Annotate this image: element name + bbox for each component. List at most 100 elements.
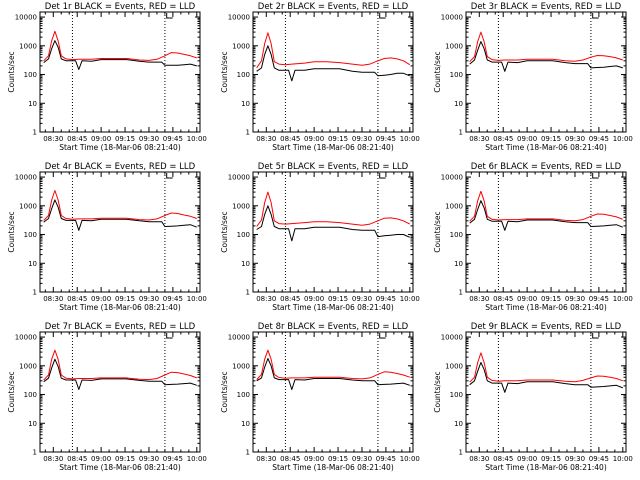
x-tick-label: 08:30 <box>469 455 489 463</box>
y-tick-label: 1 <box>459 449 463 457</box>
y-tick-label: 1000 <box>19 202 37 210</box>
y-axis-label: Counts/sec <box>433 51 442 92</box>
x-tick-label: 09:45 <box>163 455 183 463</box>
y-tick-label: 1 <box>246 449 250 457</box>
y-tick-label: 10 <box>454 420 463 428</box>
y-tick-label: 1000 <box>445 362 463 370</box>
y-tick-label: 10 <box>28 260 37 268</box>
x-tick-label: 09:15 <box>115 295 135 303</box>
x-tick-label: 08:30 <box>256 455 276 463</box>
y-tick-label: 100 <box>24 231 37 239</box>
y-tick-label: 1000 <box>232 362 250 370</box>
y-tick-label: 10000 <box>228 14 250 22</box>
x-tick-label: 09:00 <box>517 135 537 143</box>
plot-frame <box>252 171 414 293</box>
lld-series-line <box>43 190 197 221</box>
y-tick-label: 1 <box>33 129 37 137</box>
plot-frame <box>465 171 627 293</box>
x-tick-label: 09:30 <box>352 455 372 463</box>
x-tick-label: 09:30 <box>565 135 585 143</box>
y-tick-label: 1 <box>459 289 463 297</box>
x-tick-label: 08:45 <box>67 295 87 303</box>
x-axis-label: Start Time (18-Mar-06 08:21:40) <box>59 463 181 472</box>
panel-5: Det 5r BLACK = Events, RED = LLD 1 10 100 10… <box>220 162 420 312</box>
y-tick-label: 10000 <box>441 14 463 22</box>
x-tick-label: 09:45 <box>163 295 183 303</box>
panel-title: Det 6r BLACK = Events, RED = LLD <box>471 162 622 172</box>
x-tick-label: 09:30 <box>352 135 372 143</box>
x-tick-label: 09:45 <box>376 295 396 303</box>
y-axis-label: Counts/sec <box>433 371 442 412</box>
x-tick-label: 08:45 <box>493 295 513 303</box>
lld-series-line <box>469 31 623 63</box>
panel-title: Det 1r BLACK = Events, RED = LLD <box>45 2 196 12</box>
panel-title: Det 7r BLACK = Events, RED = LLD <box>45 322 196 332</box>
lld-series-line <box>256 349 410 380</box>
x-axis-label: Start Time (18-Mar-06 08:21:40) <box>485 143 607 152</box>
y-tick-label: 10000 <box>228 174 250 182</box>
y-tick-label: 100 <box>24 391 37 399</box>
x-tick-label: 09:30 <box>139 455 159 463</box>
x-tick-label: 08:30 <box>256 295 276 303</box>
x-tick-label: 09:15 <box>115 455 135 463</box>
x-tick-label: 08:30 <box>43 135 63 143</box>
x-tick-label: 09:30 <box>565 295 585 303</box>
x-tick-label: 09:15 <box>328 135 348 143</box>
plot-frame <box>39 331 201 453</box>
x-tick-label: 09:15 <box>541 295 561 303</box>
y-axis-label: Counts/sec <box>7 371 16 412</box>
lld-series-line <box>43 349 197 381</box>
y-tick-label: 10000 <box>15 14 37 22</box>
x-tick-label: 09:45 <box>589 135 609 143</box>
y-tick-label: 100 <box>450 71 463 79</box>
y-axis-label: Counts/sec <box>220 51 229 92</box>
y-tick-label: 10 <box>454 260 463 268</box>
y-tick-label: 100 <box>237 391 250 399</box>
panel-1: Det 1r BLACK = Events, RED = LLD 1 10 100 10… <box>7 2 207 152</box>
plot-frame <box>252 11 414 133</box>
x-tick-label: 10:00 <box>613 295 633 303</box>
x-tick-label: 08:45 <box>280 455 300 463</box>
x-tick-label: 09:30 <box>352 295 372 303</box>
events-series-line <box>43 358 197 390</box>
x-tick-label: 08:30 <box>43 455 63 463</box>
x-tick-label: 09:15 <box>328 455 348 463</box>
events-series-line <box>43 199 197 231</box>
plot-frame <box>252 331 414 453</box>
panel-title: Det 4r BLACK = Events, RED = LLD <box>45 162 196 172</box>
bracket-marker-icon <box>592 13 599 19</box>
x-axis-label: Start Time (18-Mar-06 08:21:40) <box>485 463 607 472</box>
y-tick-label: 1000 <box>232 202 250 210</box>
x-tick-label: 08:45 <box>280 135 300 143</box>
x-tick-label: 09:45 <box>163 135 183 143</box>
x-tick-label: 09:00 <box>304 455 324 463</box>
bracket-marker-icon <box>166 13 173 19</box>
x-tick-label: 09:30 <box>139 135 159 143</box>
panel-9: Det 9r BLACK = Events, RED = LLD 1 10 100 10… <box>433 322 633 472</box>
x-tick-label: 08:45 <box>67 135 87 143</box>
x-axis-label: Start Time (18-Mar-06 08:21:40) <box>59 143 181 152</box>
panel-8: Det 8r BLACK = Events, RED = LLD 1 10 100 10… <box>220 322 420 472</box>
lld-series-line <box>469 190 623 222</box>
bracket-marker-icon <box>592 333 599 339</box>
bracket-marker-icon <box>166 333 173 339</box>
y-tick-label: 10 <box>454 100 463 108</box>
bracket-marker-icon <box>166 173 173 179</box>
panel-title: Det 5r BLACK = Events, RED = LLD <box>258 162 409 172</box>
events-series-line <box>469 362 623 393</box>
y-axis-label: Counts/sec <box>220 371 229 412</box>
y-axis-label: Counts/sec <box>7 51 16 92</box>
y-tick-label: 1000 <box>19 362 37 370</box>
x-tick-label: 08:30 <box>469 295 489 303</box>
y-tick-label: 1 <box>459 129 463 137</box>
x-tick-label: 09:45 <box>589 295 609 303</box>
panel-title: Det 3r BLACK = Events, RED = LLD <box>471 2 622 12</box>
x-tick-label: 09:30 <box>565 455 585 463</box>
x-tick-label: 09:00 <box>304 295 324 303</box>
panel-title: Det 2r BLACK = Events, RED = LLD <box>258 2 409 12</box>
bracket-marker-icon <box>379 173 386 179</box>
x-tick-label: 10:00 <box>400 135 420 143</box>
x-tick-label: 10:00 <box>187 455 207 463</box>
events-series-line <box>256 205 411 242</box>
